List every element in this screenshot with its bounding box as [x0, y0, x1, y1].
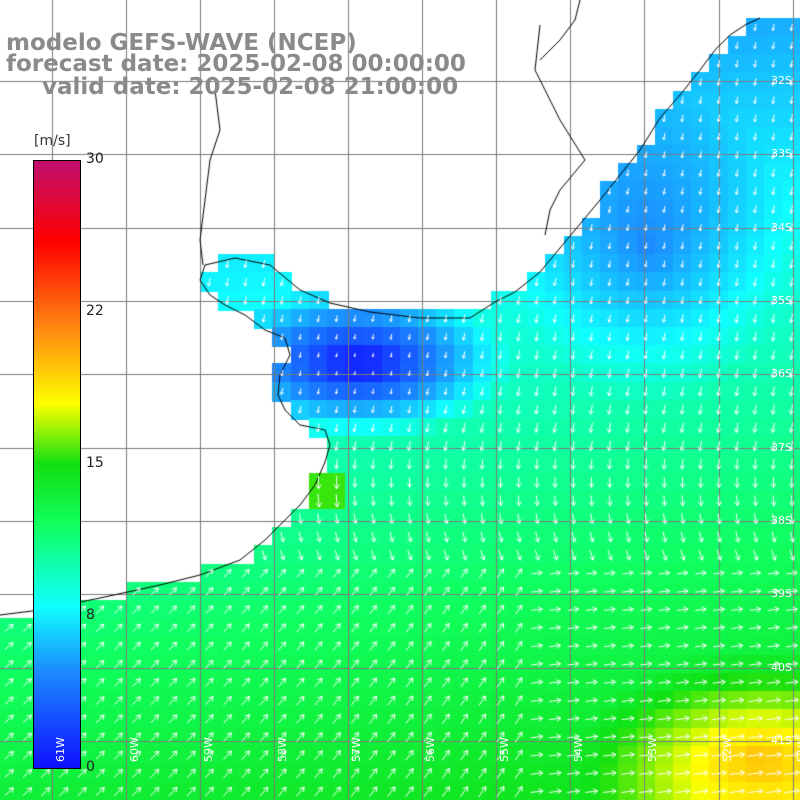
- latitude-label: 36S: [771, 367, 792, 381]
- longitude-label: 51W: [794, 737, 800, 762]
- latitude-label: 40S: [771, 660, 792, 674]
- longitude-label: 56W: [424, 737, 438, 762]
- latitude-label: 37S: [771, 440, 792, 454]
- latitude-label: 41S: [771, 734, 792, 748]
- colorbar-tick-8: 8: [86, 607, 95, 623]
- longitude-label: 61W: [53, 737, 67, 762]
- model-title: modelo GEFS-WAVE (NCEP): [6, 30, 357, 56]
- valid-date: valid date: 2025-02-08 21:00:00: [42, 74, 459, 100]
- colorbar-tick-22: 22: [86, 303, 104, 319]
- longitude-label: 57W: [350, 737, 364, 762]
- longitude-label: 53W: [646, 737, 660, 762]
- longitude-label: 59W: [202, 737, 215, 762]
- latitude-label: 32S: [771, 73, 792, 87]
- colorbar-tick-30: 30: [86, 151, 104, 167]
- colorbar-unit: [m/s]: [34, 133, 71, 149]
- longitude-label: 60W: [127, 737, 141, 762]
- colorbar: [33, 160, 81, 769]
- longitude-label: 55W: [498, 737, 512, 762]
- colorbar-tick-0: 0: [86, 759, 95, 775]
- latitude-label: 33S: [771, 147, 792, 161]
- latitude-label: 38S: [771, 514, 792, 528]
- colorbar-tick-15: 15: [86, 455, 104, 471]
- longitude-label: 58W: [276, 737, 290, 762]
- latitude-label: 39S: [771, 587, 792, 601]
- latitude-label: 35S: [771, 293, 792, 307]
- forecast-date: forecast date: 2025-02-08 00:00:00: [6, 51, 466, 77]
- longitude-label: 54W: [572, 737, 586, 762]
- longitude-label: 52W: [720, 737, 734, 762]
- latitude-label: 34S: [771, 220, 792, 234]
